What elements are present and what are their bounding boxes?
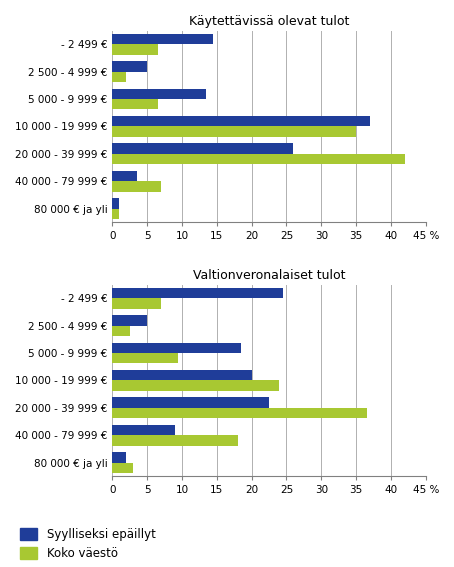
Bar: [112, 353, 178, 363]
Bar: [112, 171, 137, 181]
Bar: [112, 44, 158, 54]
Bar: [112, 298, 161, 308]
Bar: [112, 380, 280, 391]
Bar: [112, 425, 175, 435]
Bar: [112, 209, 119, 219]
Bar: [112, 342, 241, 353]
Bar: [112, 181, 161, 192]
Bar: [112, 463, 133, 473]
Legend: Syylliseksi epäillyt, Koko väestö: Syylliseksi epäillyt, Koko väestö: [20, 528, 156, 560]
Bar: [112, 126, 356, 137]
Bar: [112, 143, 293, 154]
Bar: [112, 198, 119, 209]
Bar: [112, 34, 213, 44]
Bar: [112, 288, 283, 298]
Bar: [112, 325, 130, 336]
Bar: [112, 71, 126, 82]
Bar: [112, 435, 237, 446]
Bar: [112, 408, 366, 418]
Bar: [112, 88, 206, 99]
Bar: [112, 116, 370, 126]
Bar: [112, 99, 158, 109]
Bar: [112, 61, 147, 71]
Bar: [112, 397, 269, 408]
Title: Valtionveronalaiset tulot: Valtionveronalaiset tulot: [193, 269, 345, 282]
Title: Käytettävissä olevat tulot: Käytettävissä olevat tulot: [189, 15, 349, 28]
Bar: [112, 315, 147, 325]
Bar: [112, 154, 405, 164]
Bar: [112, 370, 252, 380]
Bar: [112, 452, 126, 463]
